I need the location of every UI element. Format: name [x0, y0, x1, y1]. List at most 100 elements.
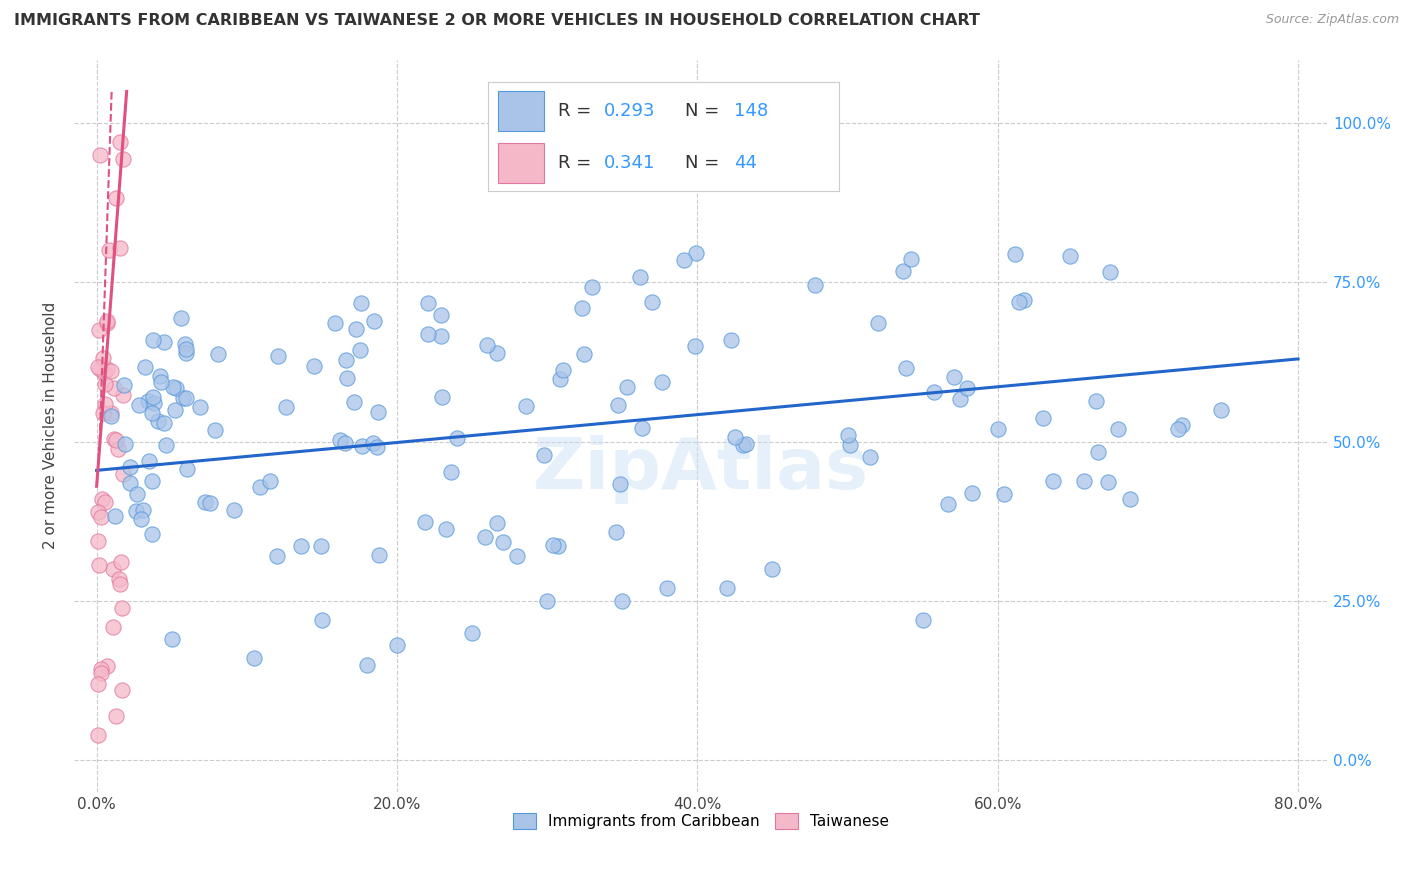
Point [136, 393, 159, 408]
Point [868, 316, 890, 330]
Point [304, 359, 326, 373]
Point [536, 594, 558, 608]
Point [1107, 422, 1129, 436]
Point [356, 657, 378, 672]
Point [90, 665, 112, 680]
Point [1167, 422, 1189, 436]
Point [86, 676, 108, 690]
Point [366, 441, 388, 455]
Point [735, 437, 758, 451]
Point [896, 361, 918, 376]
Point [103, 432, 125, 446]
Point [430, 390, 453, 404]
Point [91, 406, 114, 420]
Point [960, 486, 983, 500]
Point [127, 487, 149, 501]
Point [134, 359, 156, 374]
Point [97, 244, 120, 258]
Point [723, 430, 745, 444]
Point [174, 337, 197, 351]
Point [290, 540, 312, 554]
Point [176, 462, 198, 476]
Point [385, 639, 408, 653]
Point [434, 522, 457, 536]
Point [839, 438, 862, 452]
Point [350, 296, 373, 310]
Point [893, 264, 915, 278]
Point [367, 548, 389, 562]
Point [651, 375, 673, 389]
Point [111, 152, 134, 166]
Point [118, 475, 141, 490]
Point [94, 397, 117, 411]
Point [249, 480, 271, 494]
Point [142, 333, 165, 347]
Point [335, 352, 357, 367]
Point [87, 505, 110, 519]
Point [103, 508, 125, 523]
Point [440, 466, 463, 480]
Point [900, 252, 922, 266]
Point [486, 346, 509, 360]
Point [174, 391, 197, 405]
Point [1059, 249, 1081, 263]
Point [804, 277, 827, 292]
Point [922, 385, 945, 400]
Point [1032, 411, 1054, 425]
Point [630, 421, 652, 435]
Point [761, 562, 783, 576]
Point [606, 398, 628, 412]
Point [174, 346, 197, 360]
Point [367, 405, 389, 419]
Point [132, 503, 155, 517]
Point [446, 431, 468, 445]
Point [720, 333, 742, 347]
Point [259, 475, 281, 489]
Point [153, 335, 176, 350]
Point [491, 535, 513, 549]
Point [153, 417, 176, 431]
Point [149, 369, 172, 384]
Point [105, 191, 128, 205]
Point [1209, 402, 1232, 417]
Point [89, 361, 111, 376]
Point [506, 549, 529, 564]
Point [129, 511, 152, 525]
Point [363, 314, 385, 328]
Point [533, 448, 555, 462]
Point [165, 381, 187, 395]
Point [165, 402, 187, 417]
Point [90, 509, 112, 524]
Point [94, 376, 117, 391]
Point [344, 321, 367, 335]
Point [571, 301, 593, 316]
Point [162, 380, 184, 394]
Point [160, 632, 183, 647]
Point [309, 539, 332, 553]
Point [128, 398, 150, 412]
Point [1098, 265, 1121, 279]
Point [474, 530, 496, 544]
Point [94, 494, 117, 508]
Point [911, 613, 934, 627]
Point [336, 371, 359, 385]
Point [987, 422, 1010, 436]
Point [685, 246, 707, 260]
Point [108, 576, 131, 591]
Point [200, 496, 222, 510]
Point [475, 338, 498, 352]
Point [118, 459, 141, 474]
Point [716, 581, 738, 595]
Point [329, 433, 352, 447]
Point [858, 450, 880, 464]
Point [1171, 418, 1194, 433]
Point [111, 601, 134, 615]
Point [361, 436, 384, 450]
Point [612, 594, 634, 608]
Point [486, 516, 509, 530]
Point [174, 343, 197, 357]
Y-axis label: 2 or more Vehicles in Household: 2 or more Vehicles in Household [44, 302, 58, 549]
Point [101, 561, 124, 575]
Point [609, 477, 631, 491]
Point [110, 555, 132, 569]
